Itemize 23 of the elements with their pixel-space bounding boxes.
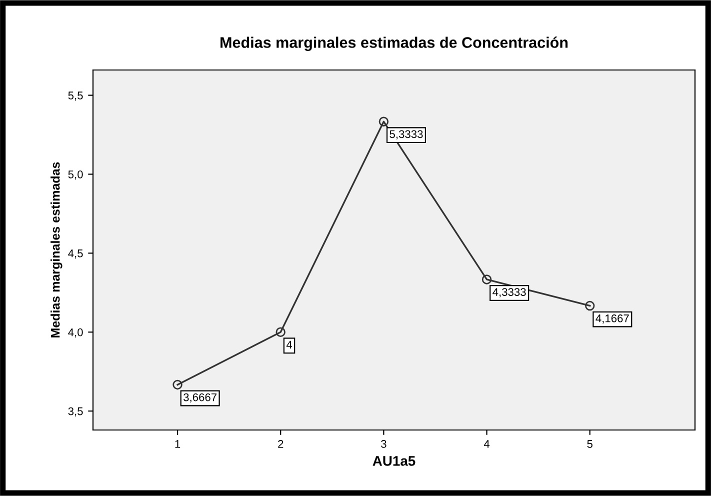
y-tick-label: 4,5 [68, 250, 83, 259]
x-tick-label: 3 [381, 440, 386, 448]
data-label: 3,6667 [184, 393, 217, 403]
chart-title: Medias marginales estimadas de Concentración [220, 36, 568, 52]
y-tick-label: 5,5 [68, 92, 83, 101]
point [172, 380, 182, 390]
x-tick-label: 4 [484, 440, 490, 448]
y-tick-label: 3,5 [68, 407, 83, 416]
y-tick-label: 5,0 [68, 170, 83, 180]
data-label: 4,1667 [596, 314, 629, 324]
x-axis-title: AU1a5 [372, 456, 416, 466]
point [482, 274, 492, 284]
x-tick-label: 2 [278, 440, 284, 448]
data-label: 4,3333 [492, 288, 526, 298]
data-label: 5,3333 [390, 130, 423, 140]
y-axis-title: Medias marginales estimadas [50, 162, 62, 338]
data-label: 4 [286, 340, 292, 348]
point [378, 116, 389, 126]
x-tick-label: 1 [175, 440, 180, 448]
x-tick-label: 5 [587, 440, 592, 448]
point [584, 300, 595, 311]
point [276, 327, 286, 337]
y-tick-label: 4,0 [68, 328, 83, 338]
